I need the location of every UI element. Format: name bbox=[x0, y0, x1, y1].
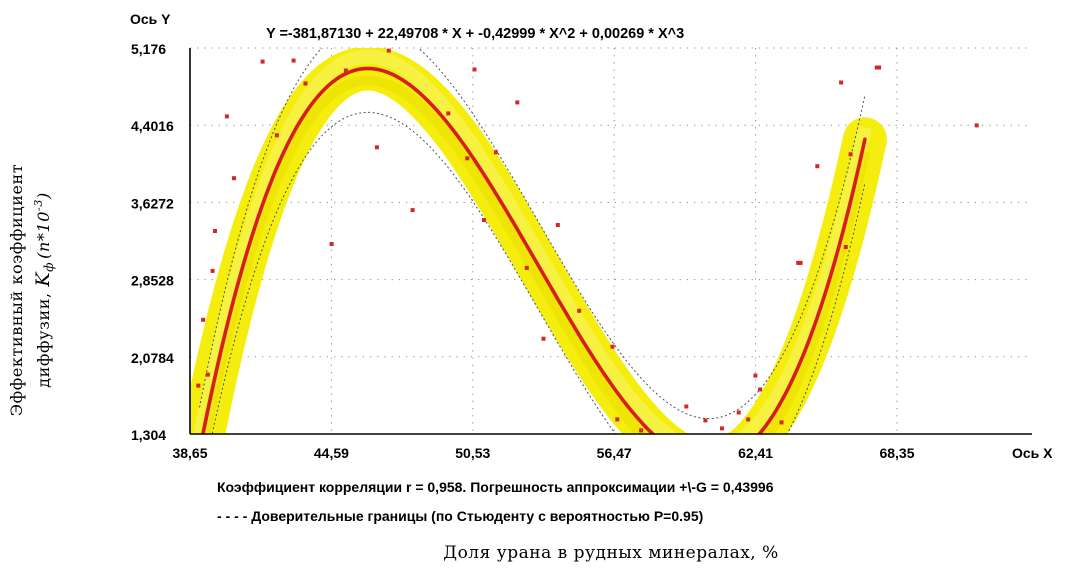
data-point bbox=[446, 111, 451, 116]
data-point bbox=[843, 245, 848, 249]
data-point bbox=[493, 150, 498, 155]
data-point bbox=[224, 114, 229, 119]
y-tick-label: 5,176 bbox=[131, 41, 166, 57]
data-point bbox=[720, 426, 724, 431]
data-point bbox=[746, 417, 751, 422]
data-point bbox=[291, 58, 296, 63]
x-tick-labels: 38,65 44,59 50,53 56,47 62,41 68,35 bbox=[172, 445, 914, 461]
y-axis-name: Ось Y bbox=[130, 11, 171, 27]
data-point bbox=[796, 260, 801, 265]
y-tick-label: 4,4016 bbox=[131, 118, 174, 134]
correlation-footnote: Коэффициент корреляции r = 0,958. Погреш… bbox=[217, 479, 774, 495]
y-axis-label-line1: Эффективный коэффициент bbox=[7, 164, 26, 416]
data-point bbox=[410, 208, 415, 213]
data-point bbox=[798, 260, 803, 265]
data-point bbox=[610, 344, 615, 349]
fit-band-shade bbox=[200, 75, 870, 434]
data-point bbox=[615, 417, 620, 422]
x-tick-label: 56,47 bbox=[597, 445, 632, 461]
data-point bbox=[386, 48, 391, 53]
y-tick-label: 2,0784 bbox=[131, 350, 174, 366]
y-tick-label: 1,304 bbox=[131, 427, 166, 443]
y-axis-label-prefix: диффузии, bbox=[34, 287, 53, 388]
data-point bbox=[274, 133, 279, 138]
data-point bbox=[524, 265, 529, 270]
x-axis-label: Доля урана в рудных минералах, % bbox=[443, 543, 779, 563]
y-axis-label: Эффективный коэффициент диффузии, Kф (n*1… bbox=[7, 164, 56, 416]
data-point bbox=[201, 317, 206, 322]
x-tick-label: 62,41 bbox=[738, 445, 773, 461]
data-point bbox=[758, 387, 763, 392]
data-point bbox=[815, 164, 820, 169]
data-point bbox=[541, 336, 546, 341]
confidence-bounds bbox=[199, 48, 866, 434]
fit-curve bbox=[201, 66, 867, 434]
fit-band-highlight bbox=[193, 49, 872, 434]
data-point bbox=[753, 373, 758, 378]
data-point bbox=[839, 80, 844, 85]
data-point bbox=[260, 59, 265, 64]
data-point bbox=[515, 100, 520, 105]
x-tick-label: 44,59 bbox=[314, 445, 349, 461]
data-point bbox=[303, 81, 308, 86]
data-points bbox=[196, 48, 979, 433]
data-point bbox=[848, 152, 853, 157]
x-tick-label: 38,65 bbox=[172, 445, 207, 461]
data-point bbox=[555, 223, 560, 227]
data-point bbox=[974, 123, 979, 128]
svg-text:диффузии, Kф(n*10-3): диффузии, Kф (n*10-3) bbox=[32, 192, 56, 388]
data-point bbox=[465, 156, 470, 161]
y-axis-label-subscript: ф bbox=[42, 262, 56, 272]
y-axis-label-unit-open: (n*10 bbox=[34, 211, 53, 259]
data-point bbox=[874, 65, 879, 70]
svg-text:Эффективный коэффициент: Эффективный коэффициент bbox=[7, 164, 26, 416]
data-point bbox=[577, 308, 582, 313]
x-tick-label: 68,35 bbox=[879, 445, 914, 461]
data-point bbox=[329, 242, 334, 246]
data-point bbox=[343, 68, 348, 73]
y-axis-label-symbol: K bbox=[32, 271, 54, 288]
data-point bbox=[639, 428, 644, 433]
data-point bbox=[232, 176, 236, 181]
data-point bbox=[703, 418, 708, 423]
y-axis-label-superscript: -3 bbox=[32, 199, 45, 211]
y-tick-label: 2,8528 bbox=[131, 273, 174, 289]
x-tick-label: 50,53 bbox=[455, 445, 490, 461]
x-axis-name: Ось X bbox=[1012, 445, 1053, 461]
data-point bbox=[684, 404, 689, 409]
data-point bbox=[877, 65, 882, 70]
y-axis-label-unit-close: ) bbox=[34, 192, 53, 200]
confidence-footnote: - - - - Доверительные границы (по Стьюде… bbox=[217, 508, 703, 524]
y-tick-labels: 1,304 2,0784 2,8528 3,6272 4,4016 5,176 bbox=[131, 41, 174, 443]
data-point bbox=[213, 229, 217, 233]
data-point bbox=[736, 410, 741, 415]
data-point bbox=[374, 145, 379, 150]
data-point bbox=[205, 372, 210, 377]
y-tick-label: 3,6272 bbox=[131, 195, 174, 211]
data-point bbox=[196, 383, 201, 388]
fit-curve-group bbox=[201, 66, 867, 434]
regression-equation: Y =-381,87130 + 22,49708 * X + -0,42999 … bbox=[266, 26, 684, 42]
data-point bbox=[472, 67, 477, 72]
data-point bbox=[779, 420, 784, 425]
lower-confidence-bound bbox=[211, 111, 866, 434]
upper-confidence-bound bbox=[199, 48, 866, 420]
data-point bbox=[482, 218, 486, 223]
data-point bbox=[210, 268, 215, 273]
